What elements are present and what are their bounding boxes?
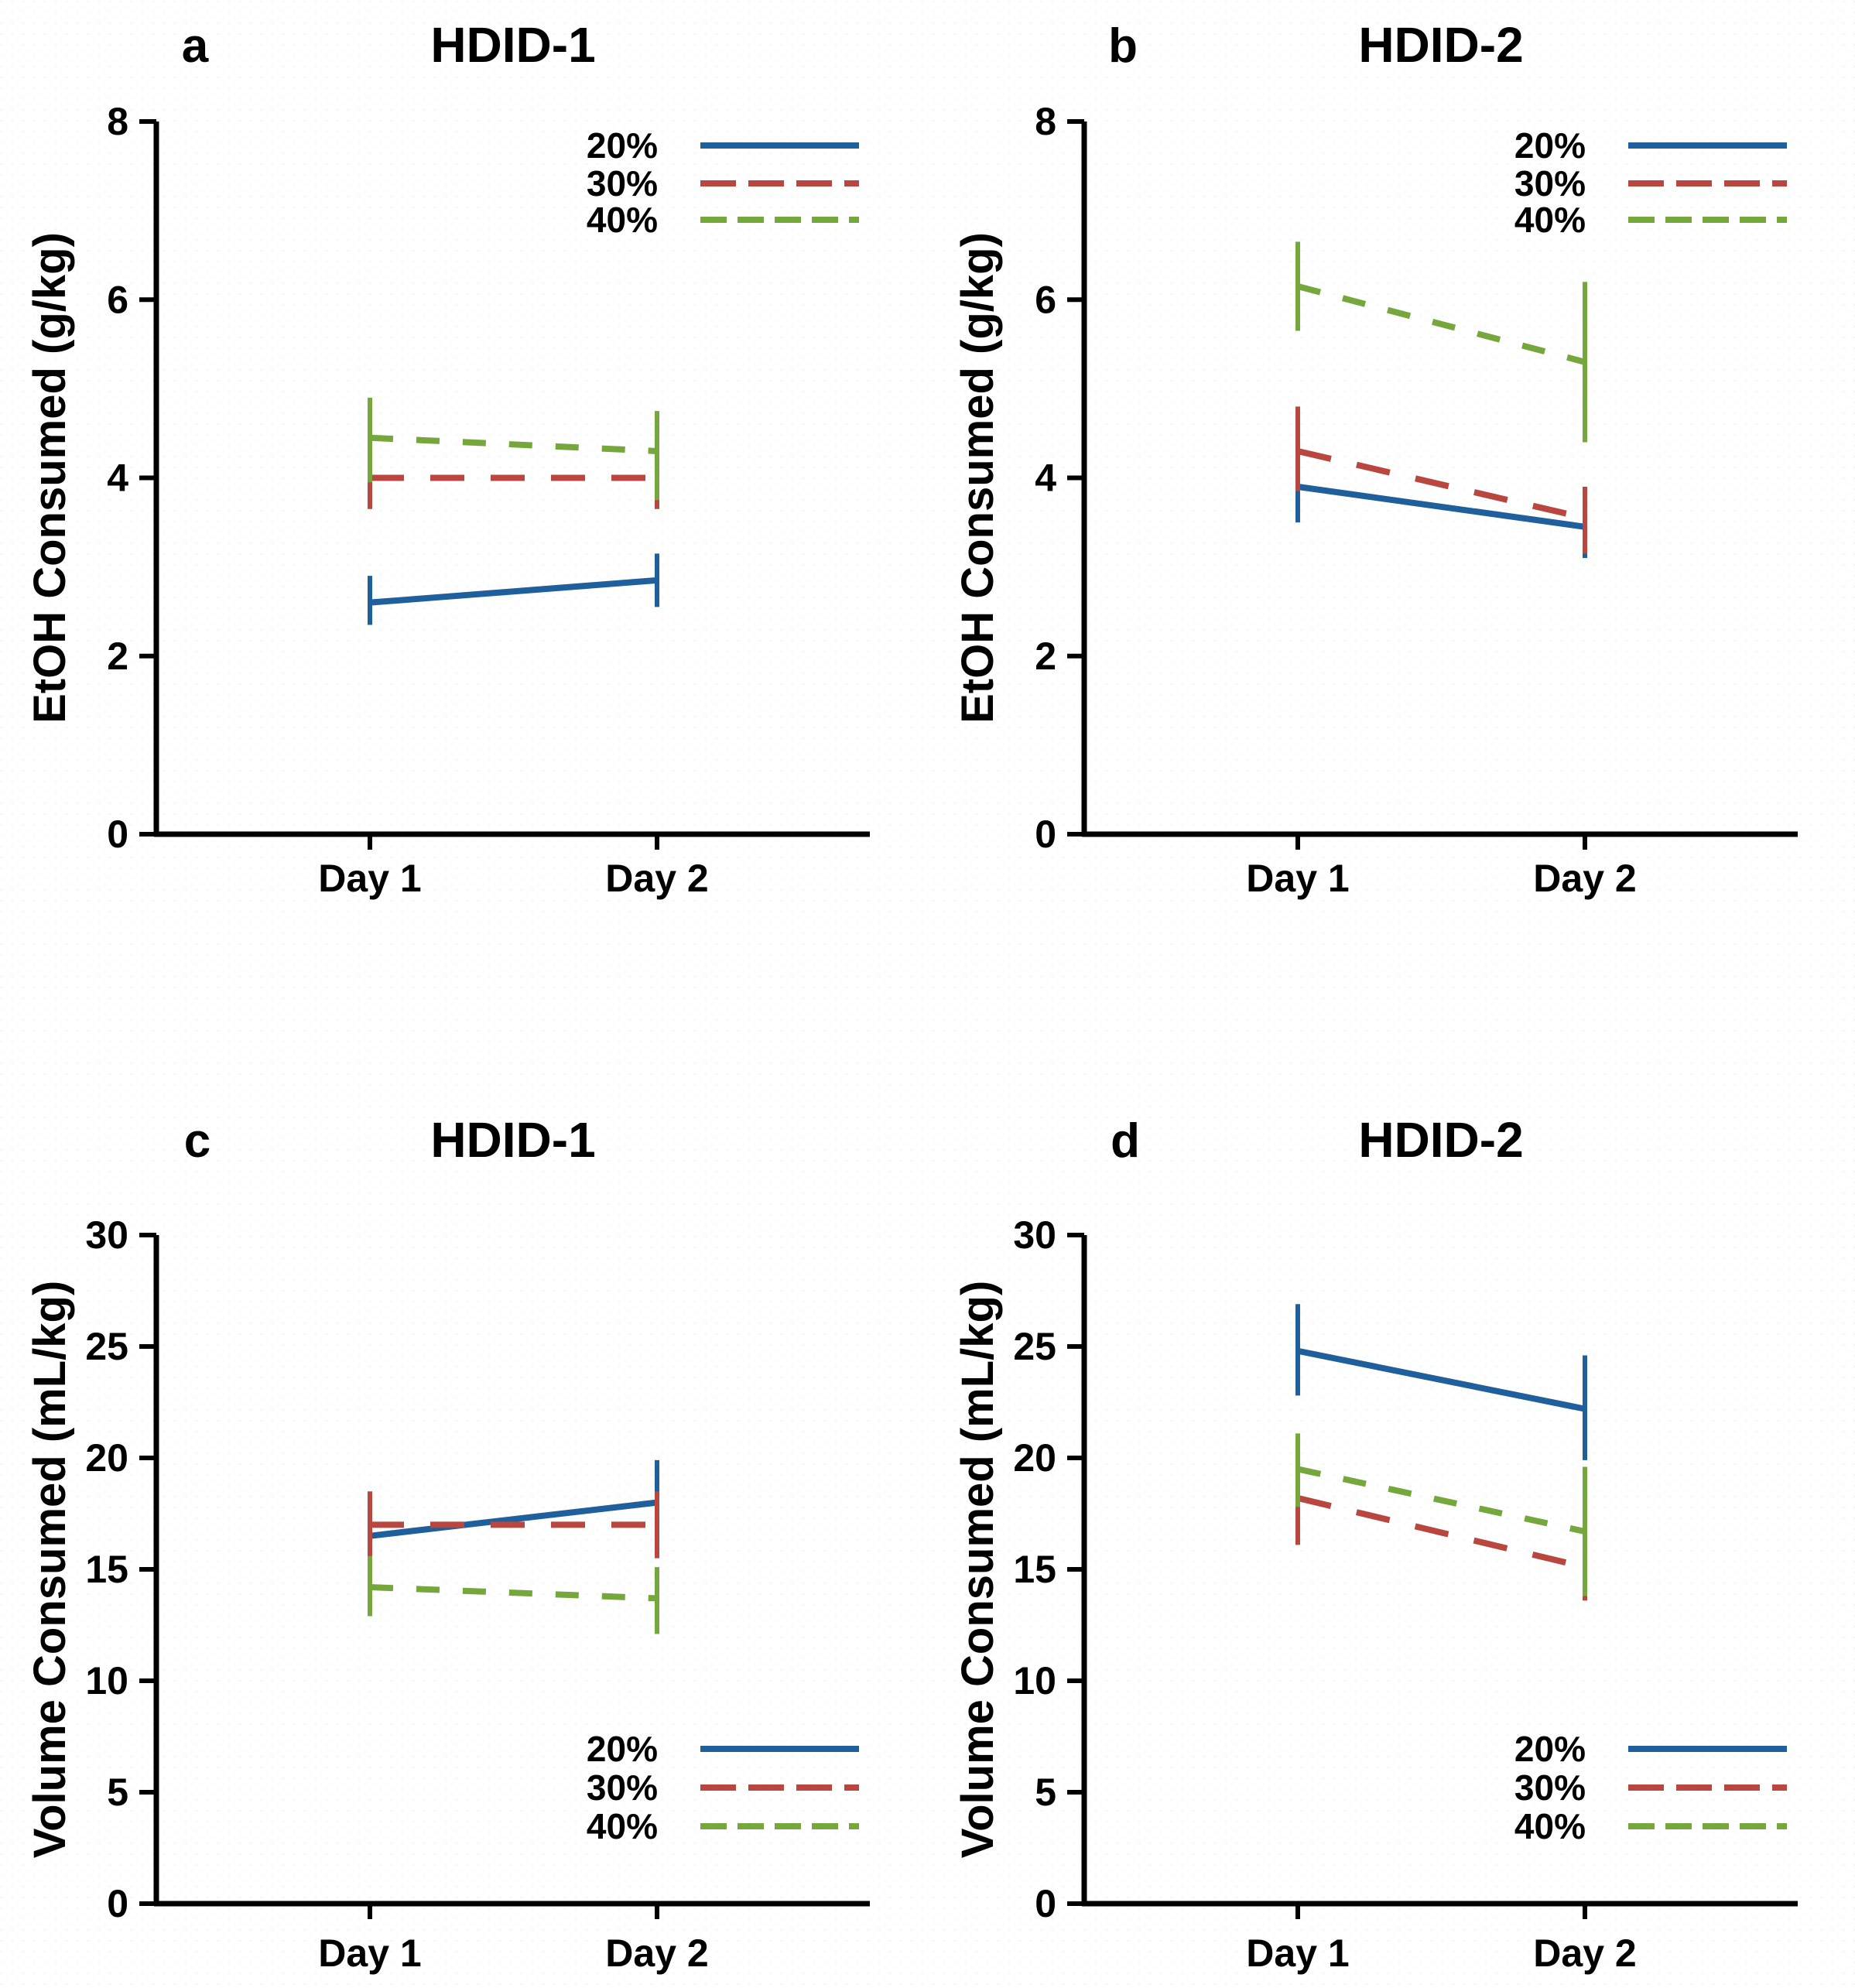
panel-title: HDID-1 <box>430 17 595 73</box>
panel-letter: c <box>184 1114 210 1168</box>
series-line-40% <box>369 1584 658 1602</box>
chart-d: d HDID-2 0 5 10 15 20 25 30 Day 1 Day 2 Volume Cons… <box>953 1112 1798 1975</box>
y-tick-label: 15 <box>1013 1548 1056 1591</box>
x-tick-label: Day 1 <box>1246 857 1349 900</box>
y-tick-label: 20 <box>85 1436 128 1480</box>
y-tick-label: 8 <box>1035 100 1056 143</box>
y-tick-label: 4 <box>107 457 128 500</box>
y-tick-label: 25 <box>1013 1325 1056 1368</box>
legend-label-40%: 40% <box>587 1806 658 1846</box>
y-tick-label: 20 <box>1013 1436 1056 1480</box>
panel-a: a HDID-1 0 2 4 6 8 Day 1 Day 2 EtOH Consumed (g/k… <box>0 0 927 998</box>
series-line-20% <box>369 1499 658 1539</box>
y-tick-label: 4 <box>1035 457 1056 500</box>
legend-label-40%: 40% <box>587 200 658 240</box>
legend-label-30%: 30% <box>587 1767 658 1808</box>
y-tick-label: 2 <box>1035 635 1056 678</box>
panel-title: HDID-2 <box>1358 17 1523 73</box>
y-tick-label: 0 <box>107 1882 128 1925</box>
legend-label-30%: 30% <box>1514 163 1586 204</box>
legend-label-30%: 30% <box>587 163 658 204</box>
y-axis-label: Volume Consumed (mL/kg) <box>25 1281 75 1859</box>
y-tick-label: 30 <box>85 1213 128 1257</box>
chart-a: a HDID-1 0 2 4 6 8 Day 1 Day 2 EtOH Consumed (g/k… <box>25 17 870 900</box>
series-line-20% <box>1297 1347 1586 1412</box>
y-axis-label: EtOH Consumed (g/kg) <box>25 232 75 724</box>
chart-b: b HDID-2 0 2 4 6 8 Day 1 Day 2 EtOH Consumed (g/k… <box>953 17 1798 900</box>
y-tick-label: 2 <box>107 635 128 678</box>
x-tick-label: Day 2 <box>1533 1932 1636 1975</box>
series-line-30% <box>1297 1494 1586 1571</box>
panel-d: d HDID-2 0 5 10 15 20 25 30 Day 1 Day 2 Volume Cons… <box>928 998 1855 1988</box>
y-tick-label: 0 <box>1035 1882 1056 1925</box>
y-tick-label: 10 <box>85 1659 128 1702</box>
y-tick-label: 0 <box>107 813 128 856</box>
panel-title: HDID-1 <box>430 1112 595 1168</box>
y-tick-label: 30 <box>1013 1213 1056 1257</box>
panel-letter: a <box>182 19 209 73</box>
legend-label-20%: 20% <box>1514 1729 1586 1769</box>
y-axis-label: Volume Consumed (mL/kg) <box>953 1281 1003 1859</box>
y-tick-label: 6 <box>1035 278 1056 321</box>
legend-label-20%: 20% <box>587 1729 658 1769</box>
panel-b: b HDID-2 0 2 4 6 8 Day 1 Day 2 EtOH Consumed (g/k… <box>928 0 1855 998</box>
legend-label-20%: 20% <box>1514 125 1586 166</box>
x-tick-label: Day 1 <box>318 1932 421 1975</box>
legend-label-40%: 40% <box>1514 200 1586 240</box>
series-line-30% <box>1297 448 1586 522</box>
y-tick-label: 8 <box>107 100 128 143</box>
chart-c: c HDID-1 0 5 10 15 20 25 30 Day 1 Day 2 Volume Cons… <box>25 1112 870 1975</box>
panel-title: HDID-2 <box>1358 1112 1523 1168</box>
panel-letter: b <box>1108 19 1138 73</box>
legend-label-40%: 40% <box>1514 1806 1586 1846</box>
y-tick-label: 5 <box>107 1771 128 1814</box>
x-tick-label: Day 2 <box>605 1932 708 1975</box>
series-line-40% <box>1296 283 1586 365</box>
x-tick-label: Day 1 <box>1246 1932 1349 1975</box>
panel-c: c HDID-1 0 5 10 15 20 25 30 Day 1 Day 2 Volume Cons… <box>0 998 927 1988</box>
y-tick-label: 6 <box>107 278 128 321</box>
y-tick-label: 10 <box>1013 1659 1056 1702</box>
legend-label-20%: 20% <box>587 125 658 166</box>
series-line-40% <box>1297 1466 1586 1535</box>
y-tick-label: 25 <box>85 1325 128 1368</box>
y-tick-label: 5 <box>1035 1771 1056 1814</box>
series-line-20% <box>1297 484 1586 530</box>
y-tick-label: 15 <box>85 1548 128 1591</box>
x-tick-label: Day 2 <box>605 857 708 900</box>
series-line-40% <box>369 434 658 454</box>
x-tick-label: Day 2 <box>1533 857 1636 900</box>
x-tick-label: Day 1 <box>318 857 421 900</box>
series-line-20% <box>369 577 658 606</box>
panel-letter: d <box>1111 1114 1140 1168</box>
legend-label-30%: 30% <box>1514 1767 1586 1808</box>
y-tick-label: 0 <box>1035 813 1056 856</box>
y-axis-label: EtOH Consumed (g/kg) <box>953 232 1003 724</box>
